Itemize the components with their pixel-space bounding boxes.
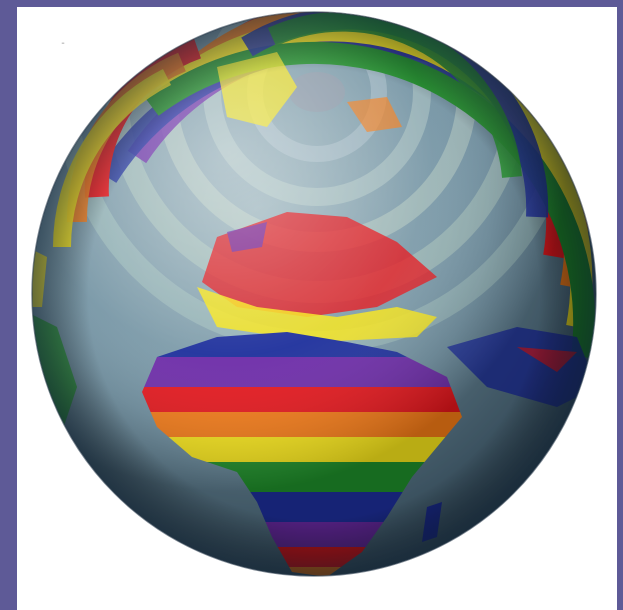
image-frame: ¨ bbox=[17, 7, 617, 610]
globe bbox=[17, 7, 617, 610]
small-mark: ¨ bbox=[61, 42, 65, 51]
globe-svg bbox=[31, 11, 597, 577]
